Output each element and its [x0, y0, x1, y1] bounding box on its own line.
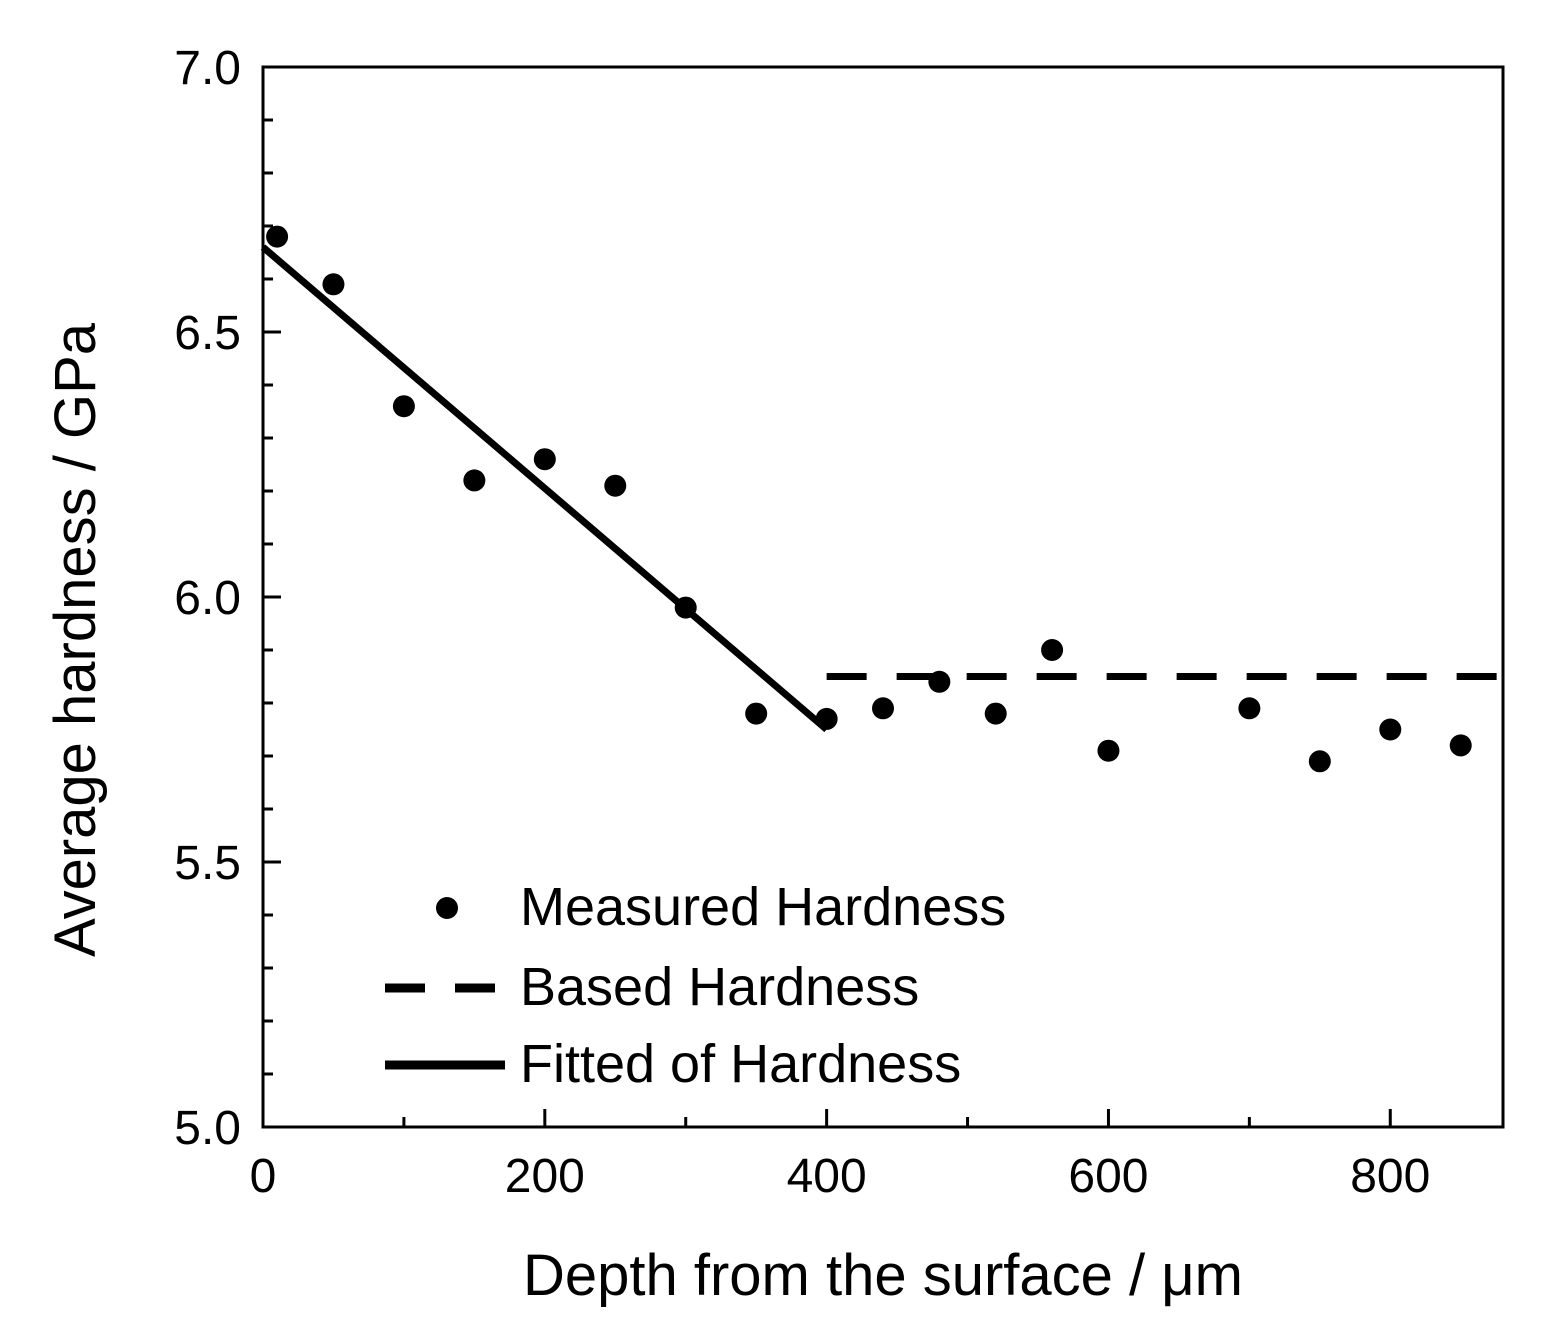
y-tick-label: 5.5	[174, 837, 241, 890]
x-tick-label: 800	[1350, 1150, 1430, 1203]
measured-hardness-point	[1308, 750, 1331, 773]
legend-label-fitted: Fitted of Hardness	[520, 1034, 961, 1094]
legend-marker-measured	[436, 897, 458, 919]
y-axis-label: Average hardness / GPa	[43, 322, 108, 957]
y-tick-label: 7.0	[174, 42, 241, 95]
x-tick-label: 400	[787, 1150, 867, 1203]
y-tick-label: 6.5	[174, 307, 241, 360]
measured-hardness-point	[872, 697, 894, 720]
x-axis-label: Depth from the surface / μm	[523, 1243, 1243, 1308]
series-layer	[260, 225, 1503, 773]
minor-ticks	[263, 118, 1251, 1127]
y-tick-label: 6.0	[174, 572, 241, 625]
x-tick-label: 600	[1068, 1150, 1148, 1203]
measured-hardness-point	[604, 474, 627, 497]
measured-hardness-point	[1041, 639, 1064, 661]
measured-hardness-point	[1449, 734, 1472, 757]
legend-label-measured: Measured Hardness	[520, 877, 1006, 937]
measured-hardness-point	[392, 395, 415, 418]
measured-hardness-point	[1238, 697, 1261, 720]
x-tick-label: 200	[505, 1150, 585, 1203]
measured-hardness-point	[1379, 718, 1402, 741]
y-tick-label: 5.0	[174, 1102, 241, 1155]
legend-label-based: Based Hardness	[520, 957, 919, 1017]
x-tick-label: 0	[250, 1150, 277, 1203]
tick-labels: 5.0 5.5 6.0 6.5 7.0 0 200 400 600 800	[174, 42, 1430, 1203]
measured-hardness-point	[1097, 739, 1120, 762]
measured-hardness-point	[533, 448, 556, 471]
measured-hardness-point	[984, 702, 1007, 725]
plot-frame	[261, 65, 1505, 1129]
measured-hardness-point	[745, 702, 768, 725]
fitted-hardness-line	[260, 244, 829, 733]
legend: Measured Hardness Based Hardness Fitted …	[385, 877, 1006, 1094]
measured-hardness-point	[463, 469, 486, 492]
measured-hardness-point	[322, 273, 345, 296]
measured-hardness-point	[266, 225, 289, 248]
